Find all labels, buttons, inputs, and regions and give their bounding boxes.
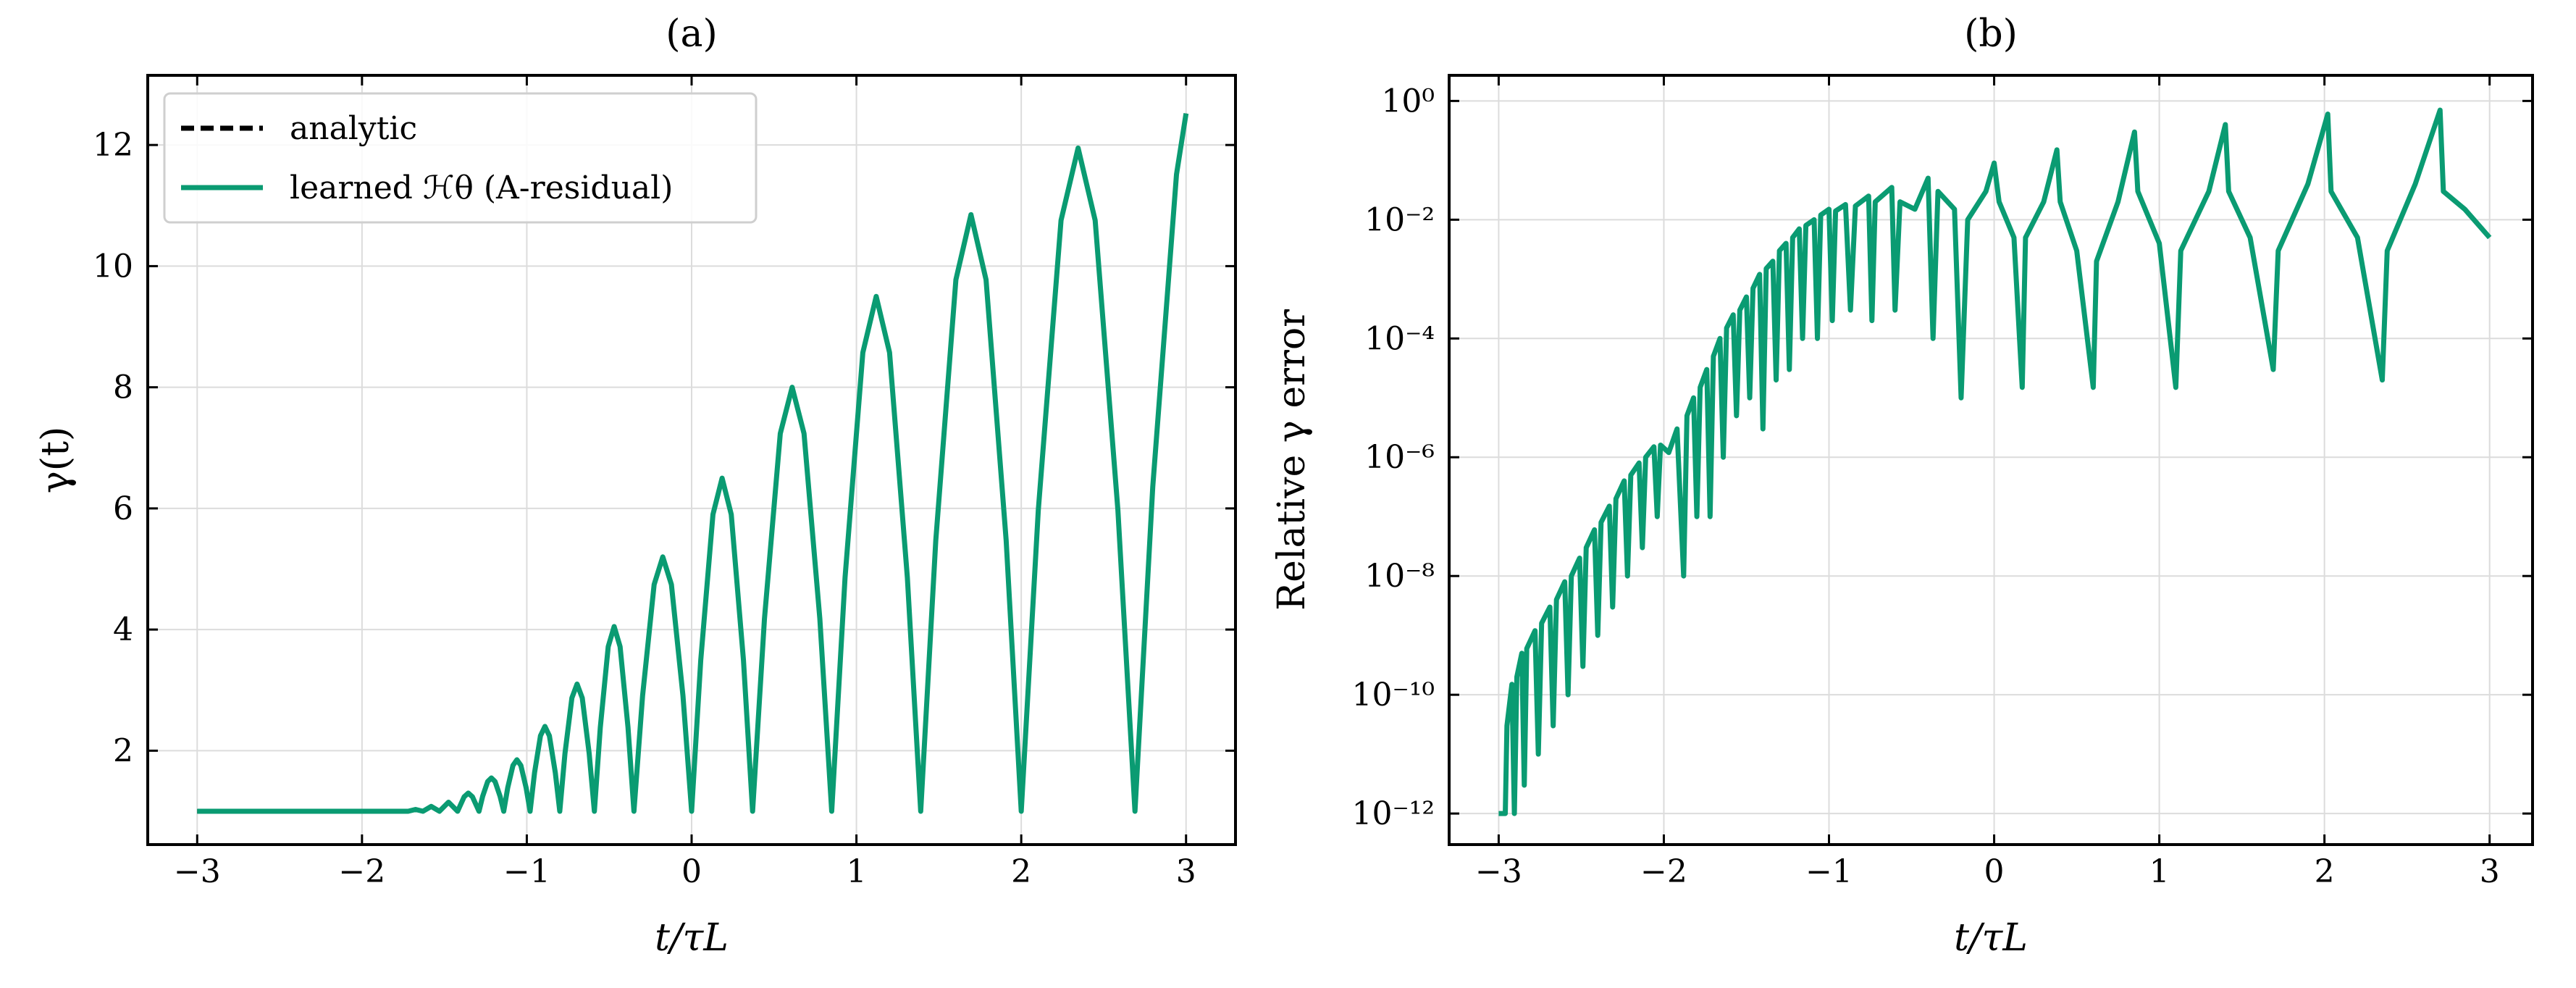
legend-label: learned ℋθ (A-residual): [290, 169, 673, 206]
x-tick-label: 2: [2315, 853, 2335, 890]
y-tick-label: 10⁻⁴: [1364, 320, 1435, 357]
series-line: [1498, 107, 2492, 816]
axes-frame: [1448, 74, 2534, 846]
x-axis-label: t/τL: [1954, 916, 2028, 960]
x-tick-label: −2: [338, 853, 385, 890]
x-tick-label: −3: [1475, 853, 1522, 890]
y-tick-label: 10⁻⁸: [1364, 558, 1435, 595]
y-tick-label: 10⁻¹²: [1352, 795, 1435, 832]
x-tick-label: −1: [503, 853, 550, 890]
y-tick-label: 10⁻¹⁰: [1352, 677, 1435, 713]
x-tick-label: −1: [1805, 853, 1853, 890]
x-tick-label: −3: [174, 853, 221, 890]
legend-label: analytic: [290, 110, 417, 147]
x-tick-label: 3: [2480, 853, 2500, 890]
x-axis-label: t/τL: [655, 916, 729, 960]
y-axis-label: γ(t): [34, 427, 77, 494]
x-tick-label: 0: [681, 853, 702, 890]
axes-title: (a): [666, 12, 718, 56]
x-tick-label: 3: [1176, 853, 1196, 890]
y-tick-label: 2: [113, 732, 133, 769]
axes-title: (b): [1964, 12, 2018, 56]
y-tick-label: 10⁻⁶: [1364, 439, 1435, 476]
x-tick-label: 1: [847, 853, 867, 890]
y-tick-label: 8: [113, 369, 133, 406]
legend-frame: [163, 92, 758, 224]
y-tick-label: 10: [93, 248, 133, 285]
y-tick-label: 12: [93, 127, 133, 164]
x-tick-label: −2: [1640, 853, 1687, 890]
x-tick-label: 1: [2149, 853, 2170, 890]
axes-frame: [146, 74, 1237, 846]
x-tick-label: 0: [1984, 853, 2005, 890]
y-axis-label: Relative γ error: [1270, 309, 1314, 611]
y-tick-label: 10⁰: [1381, 83, 1435, 120]
y-tick-label: 6: [113, 490, 133, 527]
y-tick-label: 10⁻²: [1364, 201, 1435, 238]
x-tick-label: 2: [1011, 853, 1031, 890]
series-line: [197, 113, 1189, 814]
y-tick-label: 4: [113, 611, 133, 648]
